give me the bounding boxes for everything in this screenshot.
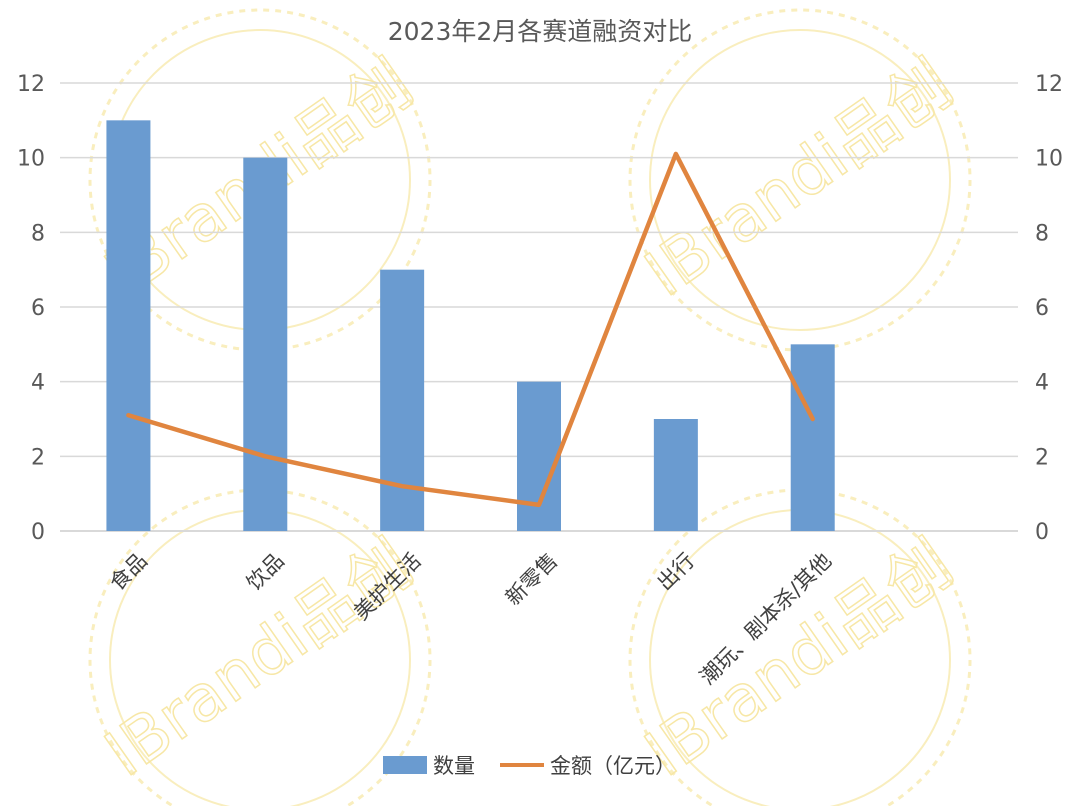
amount-line xyxy=(126,151,815,508)
y-left-tick: 0 xyxy=(31,520,45,545)
y-right-tick: 0 xyxy=(1035,520,1049,545)
watermark-stamp: IBrandi品创 xyxy=(88,488,432,806)
legend-label-amount: 金额（亿元） xyxy=(550,754,676,778)
bar xyxy=(380,269,425,531)
y-left-tick: 2 xyxy=(31,445,45,470)
y-right-tick: 4 xyxy=(1035,371,1049,396)
category-label: 新零售 xyxy=(501,548,563,610)
y-right-tick: 6 xyxy=(1035,296,1049,321)
legend-bar-swatch xyxy=(383,756,427,774)
watermark-stamp: IBrandi品创 xyxy=(628,488,972,806)
category-label: 食品 xyxy=(105,548,152,595)
y-left-tick: 8 xyxy=(31,221,45,246)
category-label: 饮品 xyxy=(242,548,289,595)
bar xyxy=(517,381,561,531)
chart-title: 2023年2月各赛道融资对比 xyxy=(388,17,693,46)
y-right-tick: 10 xyxy=(1035,147,1063,172)
legend: 数量 金额（亿元） xyxy=(383,754,676,778)
y-right-tick: 8 xyxy=(1035,221,1049,246)
y-left-tick: 10 xyxy=(17,147,45,172)
bar xyxy=(106,120,151,531)
bar xyxy=(243,157,288,531)
y-right-tick: 2 xyxy=(1035,445,1049,470)
y-left-tick: 6 xyxy=(31,296,45,321)
bar xyxy=(653,419,698,531)
watermark-stamp: IBrandi品创 xyxy=(628,8,972,352)
y-left-tick: 12 xyxy=(17,72,45,97)
y-left-tick: 4 xyxy=(31,371,45,396)
legend-label-count: 数量 xyxy=(433,754,475,778)
y-right-tick: 12 xyxy=(1035,72,1063,97)
bar xyxy=(790,344,835,531)
